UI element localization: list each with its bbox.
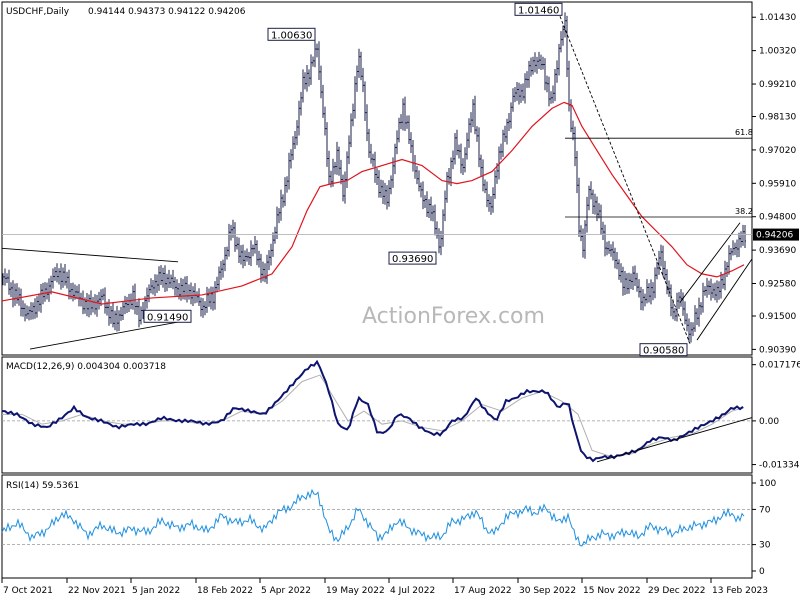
rsi-axis-label: 30 [759, 541, 771, 551]
trend-line [559, 16, 691, 344]
macd-axis-label: 0.00 [759, 417, 779, 427]
current-price-label: 0.94206 [756, 231, 793, 241]
x-axis-label: 5 Jan 2022 [132, 586, 180, 596]
trend-line [679, 222, 741, 303]
price-annotation-label: 1.01460 [518, 5, 559, 16]
price-annotation-box [639, 343, 688, 357]
trend-line [29, 321, 179, 350]
price-axis-label: 0.93690 [759, 246, 796, 256]
price-axis-label: 0.90390 [759, 345, 796, 355]
macd-panel-frame [1, 356, 753, 474]
price-annotation-box [267, 27, 316, 41]
price-axis-label: 1.00320 [759, 47, 796, 57]
x-axis-label: 19 May 2022 [326, 586, 385, 596]
price-annotation-box [388, 251, 437, 265]
x-axis-label: 30 Sep 2022 [519, 586, 576, 596]
ohlc-header: 0.94144 0.94373 0.94122 0.94206 [88, 7, 246, 17]
trend-line [696, 258, 753, 341]
price-axis-label: 1.01430 [759, 13, 796, 23]
rsi-line [1, 488, 745, 547]
price-annotation-label: 1.00630 [271, 30, 312, 41]
price-annotation-box [143, 309, 192, 323]
price-axis-label: 0.92580 [759, 280, 796, 290]
x-axis-label: 18 Feb 2022 [197, 586, 253, 596]
x-axis-label: 7 Oct 2021 [3, 586, 53, 596]
price-axis-label: 0.95910 [759, 179, 796, 189]
price-axis-label: 0.94800 [759, 213, 796, 223]
rsi-panel-frame [1, 474, 753, 579]
price-axis-label: 0.98130 [759, 113, 796, 123]
x-axis-label: 17 Aug 2022 [454, 586, 512, 596]
price-annotation-box [514, 2, 563, 16]
trend-line [1, 247, 179, 263]
current-price-box [753, 228, 799, 241]
price-axis-label: 0.97020 [759, 146, 796, 156]
x-axis-label: 22 Nov 2021 [68, 586, 126, 596]
price-annotation-label: 0.91490 [147, 312, 188, 323]
fibonacci-label: 61.8 [735, 128, 753, 137]
rsi-header: RSI(14) 59.5361 [6, 481, 79, 491]
x-axis-label: 29 Dec 2022 [648, 586, 706, 596]
macd-axis-label: 0.017176 [759, 361, 800, 371]
price-annotation-label: 0.93690 [392, 254, 433, 265]
macd-trend-line [596, 417, 753, 463]
rsi-axis-label: 0 [759, 567, 765, 577]
x-axis-label: 15 Nov 2022 [583, 586, 641, 596]
macd-header: MACD(12,26,9) 0.004304 0.003718 [6, 362, 166, 372]
rsi-axis-label: 70 [759, 505, 771, 515]
x-axis-label: 5 Apr 2022 [261, 586, 311, 596]
price-axis-label: 0.99210 [759, 80, 796, 90]
symbol-header: USDCHF,Daily [6, 7, 70, 17]
x-axis-label: 13 Feb 2023 [712, 586, 768, 596]
watermark: ActionForex.com [362, 304, 545, 329]
price-annotation-label: 0.90580 [643, 346, 684, 357]
rsi-axis-label: 100 [759, 479, 776, 489]
macd-axis-label: -0.01334 [759, 461, 800, 471]
moving-average-line [1, 101, 745, 305]
price-axis-label: 0.91500 [759, 312, 796, 322]
fibonacci-label: 38.2 [735, 207, 753, 216]
x-axis-label: 4 Jul 2022 [390, 586, 435, 596]
